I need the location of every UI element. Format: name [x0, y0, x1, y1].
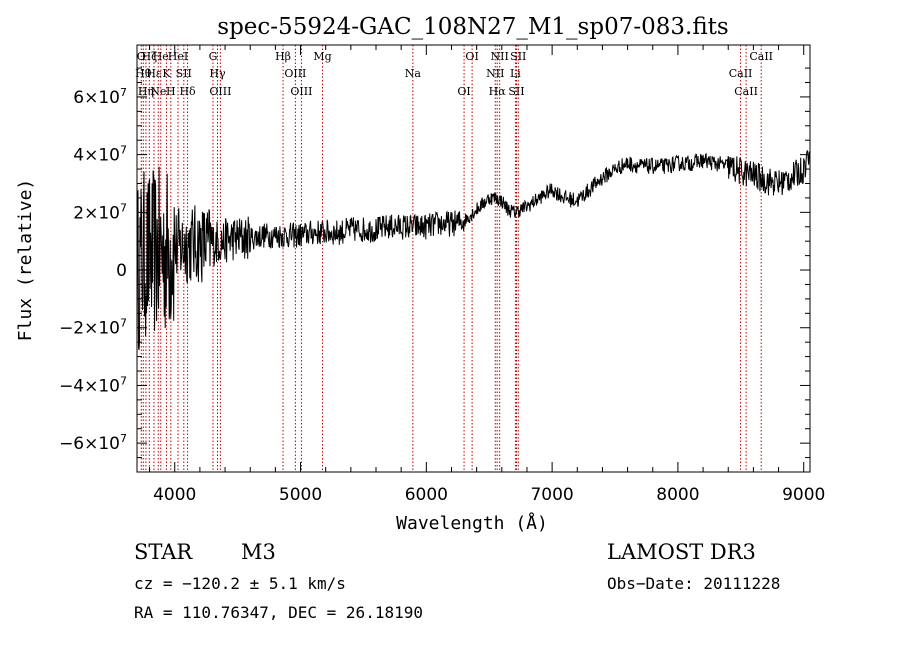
line-label-15: Hβ — [275, 50, 291, 63]
y-tick-label-3: 0 — [116, 261, 127, 281]
line-label-6: He — [153, 50, 169, 63]
line-label-28: CaII — [729, 67, 753, 80]
survey-name: LAMOST DR3 — [607, 540, 756, 564]
line-label-24: NII — [491, 50, 509, 63]
y-tick-label-5: 4×107 — [73, 144, 127, 166]
line-label-20: OI — [457, 85, 470, 98]
line-label-27: SII — [510, 50, 526, 63]
spectral-line-labels: O Hθ Hη Hζ Hε Ne He KH HeI SII Hδ G Hγ OIII Hβ OIII OIII… — [135, 50, 773, 98]
line-label-2: Hη — [138, 85, 154, 98]
y-tick-label-6: 6×107 — [73, 86, 127, 108]
line-label-17: OIII — [290, 85, 312, 98]
line-label-5: Ne — [150, 85, 166, 98]
y-tick-label-4: 2×107 — [73, 201, 127, 223]
line-label-30: CaII — [749, 50, 773, 63]
y-tick-label-0: −6×107 — [59, 432, 127, 454]
line-label-19: Na — [405, 67, 422, 80]
line-label-13: Hγ — [209, 67, 226, 80]
spectrum-series — [136, 149, 811, 351]
spectral-line-markers — [140, 45, 762, 472]
x-tick-label-3: 7000 — [530, 485, 573, 505]
line-label-10: SII — [176, 67, 192, 80]
line-label-0: O — [137, 50, 146, 63]
line-label-21: OI — [465, 50, 478, 63]
x-axis-label: Wavelength (Å) — [396, 512, 548, 534]
line-label-25: Li — [510, 67, 521, 80]
y-tick-label-2: −2×107 — [59, 317, 127, 339]
y-tick-label-1: −4×107 — [59, 374, 127, 396]
coordinates-readout: RA = 110.76347, DEC = 26.18190 — [134, 603, 423, 622]
line-label-12: G — [209, 50, 218, 63]
line-label-4: Hε — [146, 67, 162, 80]
line-label-22: NII — [486, 67, 504, 80]
x-tick-label-2: 6000 — [405, 485, 448, 505]
line-label-8: H — [166, 85, 176, 98]
x-tick-label-5: 9000 — [782, 485, 825, 505]
line-label-26: SII — [508, 85, 524, 98]
y-axis-label: Flux (relative) — [15, 179, 36, 342]
line-label-9: HeI — [168, 50, 188, 63]
line-label-11: Hδ — [179, 85, 196, 98]
line-label-29: CaII — [734, 85, 758, 98]
line-label-7: K — [162, 67, 171, 80]
line-label-16: OIII — [284, 67, 306, 80]
line-label-1: Hθ — [135, 67, 152, 80]
x-tick-label-4: 8000 — [656, 485, 699, 505]
line-label-3: Hζ — [142, 50, 158, 63]
redshift-readout: cz = −120.2 ± 5.1 km/s — [134, 574, 346, 593]
y-tick-labels: −6×107 −4×107 −2×107 0 2×107 4×107 6×107 — [59, 86, 127, 454]
x-tick-label-0: 4000 — [153, 485, 196, 505]
line-label-14: OIII — [209, 85, 231, 98]
line-label-18: Mg — [313, 50, 331, 63]
observation-date: Obs−Date: 20111228 — [607, 574, 781, 593]
object-class: STAR — [134, 540, 193, 564]
chart-title: spec-55924-GAC_108N27_M1_sp07-083.fits — [217, 14, 728, 40]
plot-frame — [136, 44, 811, 473]
object-subclass: M3 — [241, 540, 276, 564]
line-label-23: Hα — [489, 85, 507, 98]
x-tick-labels: 4000 5000 6000 7000 8000 9000 — [153, 485, 825, 505]
axis-ticks — [137, 45, 810, 473]
spectrum-trace — [136, 149, 811, 351]
x-tick-label-1: 5000 — [279, 485, 322, 505]
